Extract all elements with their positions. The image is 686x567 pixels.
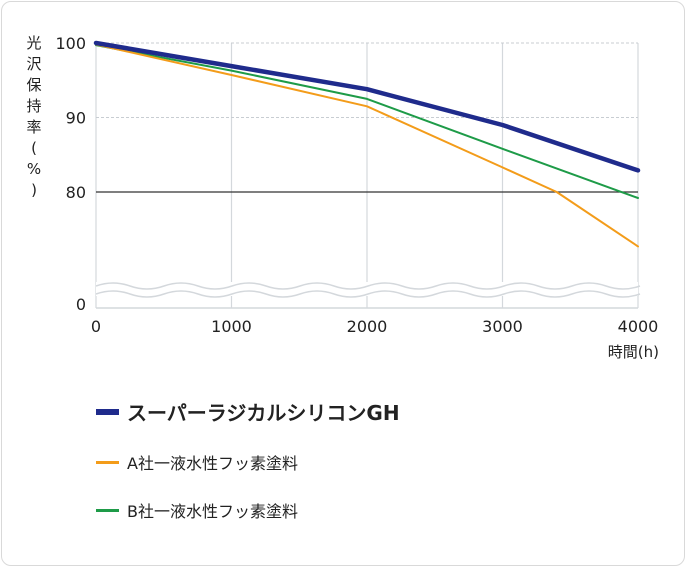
x-tick-label-0: 0: [91, 317, 101, 336]
x-tick-label-3000: 3000: [482, 317, 523, 336]
y-tick-label-80: 80: [66, 183, 86, 202]
axis-break-wave-lower: [95, 290, 641, 298]
y-axis-title-char-2: 保: [26, 76, 41, 94]
legend-label-2: A社一液水性フッ素塗料: [127, 454, 298, 473]
legend-item-series-1: スーパーラジカルシリコンGH: [96, 397, 400, 426]
y-tick-label-100: 100: [55, 34, 86, 53]
grid: [95, 42, 639, 309]
y-axis-title-char-3: 持: [26, 97, 41, 115]
series-line-2: [95, 43, 639, 248]
legend-label-1: スーパーラジカルシリコンGH: [127, 401, 400, 425]
legend-item-series-3: B社一液水性フッ素塗料: [96, 498, 298, 522]
legend-item-series-2: A社一液水性フッ素塗料: [96, 450, 298, 474]
legend-swatch-2: [96, 460, 119, 464]
axis-break-wave-upper: [95, 282, 641, 290]
y-axis-title-char-4: 率: [26, 118, 41, 136]
y-axis-title-char-5: (: [31, 139, 37, 157]
legend-label-3: B社一液水性フッ素塗料: [127, 502, 298, 521]
y-tick-label-0: 0: [76, 295, 86, 314]
legend-swatch-3: [96, 508, 119, 512]
y-tick-label-90: 90: [66, 109, 86, 128]
x-tick-label-2000: 2000: [347, 317, 388, 336]
x-tick-label-4000: 4000: [618, 317, 659, 336]
y-axis-title-char-6: %: [27, 160, 41, 178]
x-tick-labels: 0 1000 2000 3000 4000: [91, 317, 658, 336]
series-line-3: [95, 44, 639, 199]
legend-swatch-1: [96, 408, 119, 415]
series-line-1: [93, 40, 641, 173]
x-axis-title: 時間(h): [608, 343, 659, 361]
series-lines: [93, 40, 641, 248]
y-axis-title-char-0: 光: [26, 34, 41, 52]
axis-break: [95, 282, 641, 298]
y-tick-labels: 0 80 90 100: [55, 34, 86, 314]
y-axis-title-char-7: ): [31, 181, 37, 199]
y-axis-title-char-1: 沢: [26, 55, 41, 73]
x-tick-label-1000: 1000: [211, 317, 252, 336]
